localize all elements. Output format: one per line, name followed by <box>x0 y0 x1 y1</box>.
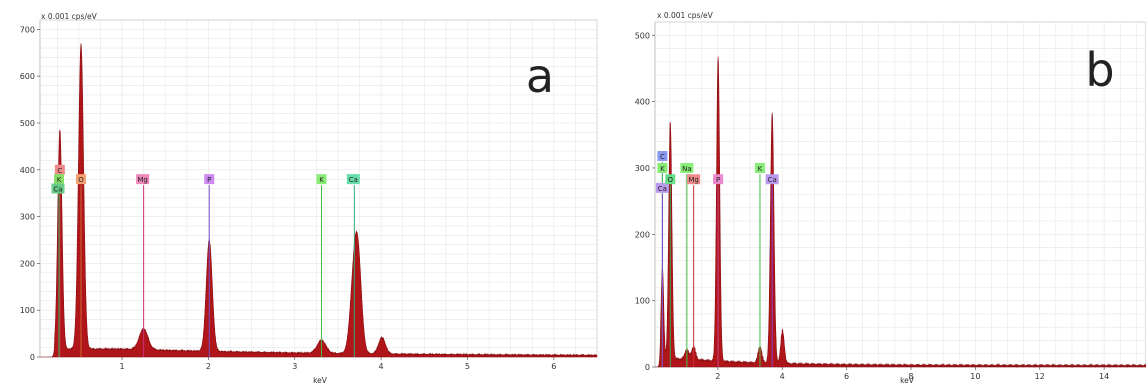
marker-label-bg <box>51 183 65 194</box>
y-tick-label: 100 <box>635 297 650 306</box>
x-tick-label: 2 <box>206 362 211 371</box>
marker-label-bg <box>754 162 765 173</box>
unit-label: x 0.001 cps/eV <box>41 12 98 21</box>
panel-letter: a <box>526 49 554 103</box>
marker-label: Ca <box>768 176 777 184</box>
marker-label-bg <box>713 174 724 185</box>
marker-label-bg <box>54 164 65 175</box>
x-tick-label: 6 <box>844 372 849 381</box>
unit-label: x 0.001 cps/eV <box>657 11 714 20</box>
y-tick-label: 600 <box>20 72 35 81</box>
x-tick-label: 5 <box>465 362 470 371</box>
marker-label: K <box>319 176 324 184</box>
x-tick-label: 4 <box>379 362 384 371</box>
x-axis-label: keV <box>313 376 328 385</box>
element-marker-ca: Ca <box>765 174 779 367</box>
element-marker-p: P <box>204 174 215 357</box>
y-tick-label: 300 <box>635 164 650 173</box>
marker-label: O <box>78 176 84 184</box>
marker-label-bg <box>665 174 676 185</box>
marker-label: C <box>660 153 665 161</box>
marker-label-bg <box>136 174 150 185</box>
y-tick-label: 500 <box>20 119 35 128</box>
marker-label-bg <box>53 174 64 185</box>
element-marker-mg: Mg <box>136 174 150 357</box>
panel-letter: b <box>1085 43 1114 97</box>
marker-label-bg <box>346 174 360 185</box>
y-tick-label: 400 <box>635 98 650 107</box>
marker-label: P <box>207 176 211 184</box>
y-tick-label: 400 <box>20 166 35 175</box>
x-tick-label: 2 <box>715 372 720 381</box>
element-marker-na: Na <box>680 162 694 367</box>
marker-label: Ca <box>53 186 62 194</box>
element-marker-ca: Ca <box>655 182 669 367</box>
spectrum-area <box>655 56 1146 369</box>
x-tick-label: 3 <box>292 362 297 371</box>
marker-label-bg <box>657 151 668 162</box>
element-marker-k: K <box>316 174 327 357</box>
x-tick-label: 6 <box>551 362 556 371</box>
marker-label: Ca <box>658 185 667 193</box>
y-tick-label: 100 <box>20 306 35 315</box>
x-tick-label: 10 <box>970 372 980 381</box>
marker-label: Na <box>682 165 692 173</box>
marker-label: O <box>668 176 674 184</box>
marker-label: K <box>660 165 665 173</box>
x-tick-label: 8 <box>908 372 913 381</box>
x-tick-label: 14 <box>1099 372 1109 381</box>
element-marker-c: C <box>54 164 65 357</box>
marker-label-bg <box>655 182 669 193</box>
element-marker-o: O <box>76 174 87 357</box>
element-marker-ca: Ca <box>51 183 65 357</box>
marker-label-bg <box>687 174 701 185</box>
marker-label-bg <box>765 174 779 185</box>
marker-label-bg <box>657 162 668 173</box>
x-axis-label: keV <box>900 376 915 385</box>
y-tick-label: 200 <box>635 230 650 239</box>
marker-label-bg <box>316 174 327 185</box>
x-tick-label: 12 <box>1035 372 1045 381</box>
marker-label-bg <box>204 174 215 185</box>
y-tick-label: 300 <box>20 213 35 222</box>
element-marker-mg: Mg <box>687 174 701 367</box>
y-tick-label: 0 <box>30 353 35 362</box>
marker-label: Mg <box>137 176 147 184</box>
element-marker-k: K <box>754 162 765 367</box>
marker-label: P <box>716 176 720 184</box>
marker-label: C <box>57 167 62 175</box>
y-tick-label: 200 <box>20 259 35 268</box>
element-marker-p: P <box>713 174 724 367</box>
spectrum-panel-a: 0 100 200 300 400 500 600 700 1 2 3 4 5 6 x 0.001 cps/… <box>20 12 598 385</box>
element-marker-o: O <box>665 174 676 367</box>
marker-label-bg <box>680 162 694 173</box>
marker-label-bg <box>76 174 87 185</box>
marker-label: K <box>57 176 62 184</box>
marker-label: Mg <box>688 176 698 184</box>
spectrum-panel-b: 0 100 200 300 400 500 2 4 6 8 10 12 14 x 0.001 cps/eV… <box>635 11 1146 385</box>
y-tick-label: 500 <box>635 31 650 40</box>
y-tick-label: 700 <box>20 25 35 34</box>
marker-label: K <box>758 165 763 173</box>
marker-label: Ca <box>349 176 358 184</box>
x-tick-label: 4 <box>780 372 785 381</box>
y-tick-label: 0 <box>645 363 650 372</box>
element-marker-ca: Ca <box>346 174 360 357</box>
spectrum-area <box>40 43 598 358</box>
x-tick-label: 1 <box>119 362 124 371</box>
